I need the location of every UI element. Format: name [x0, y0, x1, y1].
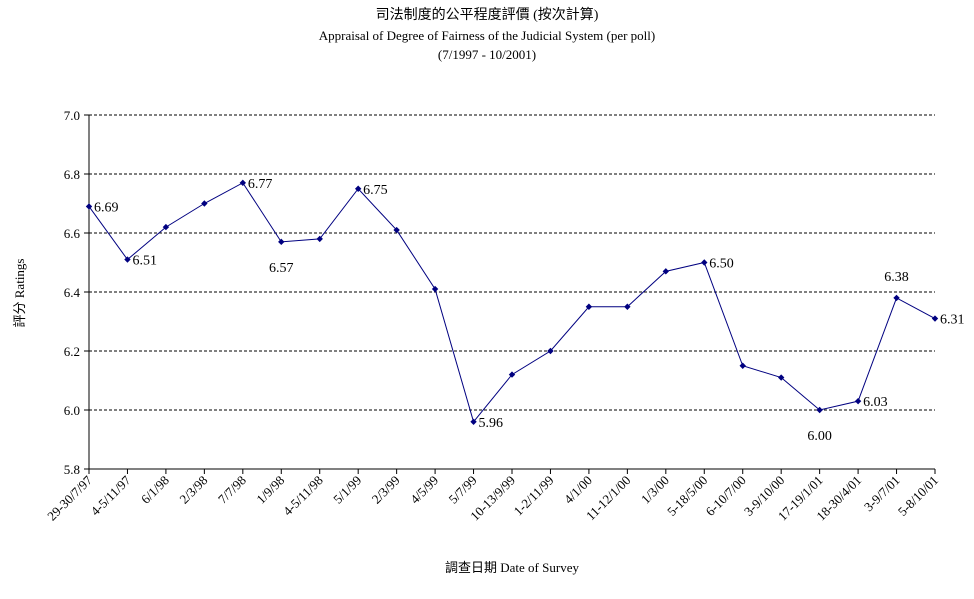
data-point: [547, 347, 554, 355]
series-line: [88, 182, 936, 423]
data-point: [931, 315, 939, 322]
chart-title: 司法制度的公平程度評價 (按次計算): [375, 8, 599, 23]
data-label: 6.03: [863, 395, 888, 410]
x-tick-label: 2/3/98: [176, 473, 210, 507]
chart-period: (7/1997 - 10/2001): [437, 47, 537, 62]
gridlines: [89, 114, 935, 411]
x-tick-label: 4-5/11/98: [280, 473, 326, 519]
x-tick-label: 1-2/11/99: [511, 473, 557, 519]
axes: 7.0 6.8 6.6 6.4 6.2 6.0 5.829-30/7/974-5/11/97…: [44, 108, 941, 523]
data-point: [624, 303, 631, 310]
y-tick-label: 6.8: [64, 167, 80, 182]
x-tick-label: 7/7/98: [215, 473, 249, 507]
data-label: 6.51: [132, 254, 157, 269]
data-label: 6.38: [884, 270, 909, 285]
data-point: [162, 223, 170, 231]
y-axis-title: 評分 Ratings: [12, 259, 27, 328]
x-tick-label: 1/3/00: [638, 473, 672, 507]
y-tick-label: 6.4: [64, 285, 81, 300]
data-point: [201, 200, 208, 207]
data-label: 5.96: [479, 416, 504, 431]
x-tick-label: 5-8/10/01: [895, 473, 941, 519]
x-tick-label: 29-30/7/97: [44, 472, 95, 523]
data-point: [354, 185, 362, 192]
x-tick-label: 5/1/99: [330, 473, 364, 507]
x-tick-label: 4-5/11/97: [88, 472, 134, 518]
x-tick-label: 6-10/7/00: [702, 473, 748, 519]
data-point: [239, 179, 247, 187]
data-point: [893, 294, 900, 302]
data-label: 6.75: [363, 183, 388, 198]
y-tick-label: 6.0: [64, 403, 80, 418]
y-tick-label: 6.6: [64, 226, 81, 241]
data-point: [316, 235, 323, 243]
x-tick-label: 4/5/99: [407, 473, 441, 507]
data-label: 6.69: [94, 200, 119, 215]
data-label: 6.31: [940, 313, 965, 328]
x-tick-label: 6/1/98: [138, 473, 172, 507]
data-point: [777, 374, 785, 381]
data-point: [508, 371, 516, 378]
x-tick-label: 5/7/99: [446, 473, 480, 507]
y-tick-label: 7.0: [64, 108, 80, 123]
data-point: [701, 259, 708, 266]
data-point: [431, 285, 439, 293]
data-point: [854, 397, 862, 405]
data-labels: 6.69 6.51 6.77 6.57 6.75 5.96 6.50 6.00 6.03 6.38…: [94, 177, 965, 444]
data-point: [662, 268, 670, 275]
x-tick-label: 2/3/99: [369, 473, 403, 507]
series-ratings: [85, 179, 939, 425]
x-tick-label: 1/9/98: [253, 473, 287, 507]
data-point: [585, 303, 593, 310]
data-point: [85, 203, 93, 210]
data-label: 6.57: [269, 261, 294, 276]
data-point: [278, 238, 285, 246]
data-point: [816, 406, 823, 414]
data-point: [470, 418, 477, 425]
x-tick-label: 5-18/5/00: [664, 473, 710, 519]
y-tick-label: 6.2: [64, 344, 80, 359]
data-point: [393, 226, 400, 234]
y-tick-label: 5.8: [64, 462, 80, 477]
x-axis-title: 調查日期 Date of Survey: [445, 560, 579, 575]
data-label: 6.50: [709, 257, 734, 272]
data-label: 6.77: [248, 177, 273, 192]
data-label: 6.00: [807, 429, 832, 444]
chart-subtitle: Appraisal of Degree of Fairness of the J…: [318, 28, 656, 43]
chart-titles: 司法制度的公平程度評價 (按次計算) Appraisal of Degree o…: [0, 6, 974, 64]
data-point: [124, 256, 131, 263]
data-point: [739, 362, 746, 369]
x-tick-label: 4/1/00: [561, 473, 595, 507]
